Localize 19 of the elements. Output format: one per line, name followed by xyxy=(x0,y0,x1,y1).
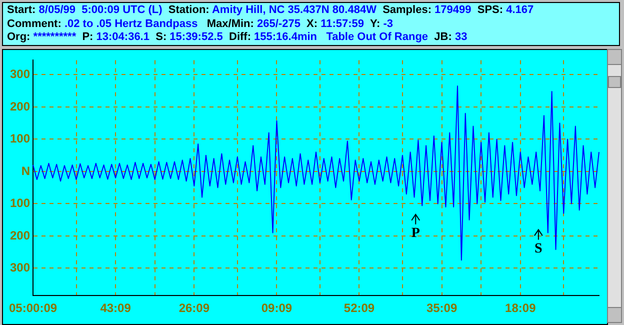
x-tick-label: 43:09 xyxy=(100,301,132,316)
y-tick-label: 300 xyxy=(10,67,30,82)
text: Comment: .02 to .05 Hertz Bandpass Max/Min: 265/-275 X: 11:57:59 Y: -3 xyxy=(7,18,393,30)
y-tick-label: N xyxy=(21,164,30,178)
y-tick-label: 200 xyxy=(10,99,30,114)
y-tick-label: 300 xyxy=(10,260,30,275)
x-tick-label: 26:09 xyxy=(178,301,210,316)
y-tick-label: 200 xyxy=(10,228,30,242)
annotation: P xyxy=(411,226,420,241)
x-tick-label: 35:09 xyxy=(426,301,458,316)
x-tick-label: 09:09 xyxy=(261,301,292,316)
x-tick-label: 18:09 xyxy=(505,301,536,316)
x-tick-label: 05:00:09 xyxy=(8,301,58,316)
annotation: S xyxy=(534,241,543,256)
y-tick-label: 100 xyxy=(10,196,30,210)
text: Org: ********** P: 13:04:36.1 S: 15:39:52.5 Diff: 155:16.4min Table Out Of Range JB: 33 xyxy=(7,31,468,43)
y-tick-label: 100 xyxy=(10,132,30,146)
x-tick-label: 52:09 xyxy=(344,301,375,316)
text: Start: 8/05/99 5:00:09 UTC (L) Station: Amity Hill, NC 35.437N 80.484W Samples: 179499 SPS: 4.167 xyxy=(7,4,534,16)
